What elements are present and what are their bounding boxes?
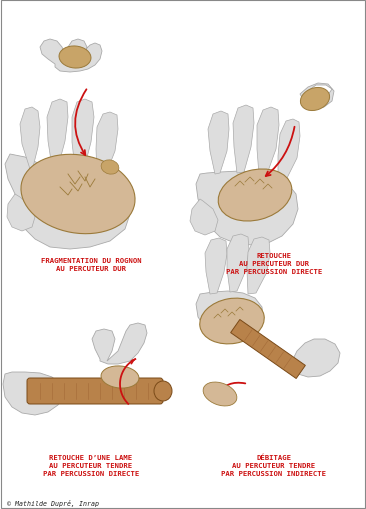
Polygon shape xyxy=(5,155,130,249)
Polygon shape xyxy=(7,194,35,232)
Polygon shape xyxy=(227,235,249,293)
Ellipse shape xyxy=(300,88,330,111)
Ellipse shape xyxy=(218,169,292,221)
Polygon shape xyxy=(3,372,63,415)
Ellipse shape xyxy=(59,47,91,69)
Polygon shape xyxy=(40,40,102,73)
Text: RETOUCHE D’UNE LAME
AU PERCUTEUR TENDRE
PAR PERCUSSION DIRECTE: RETOUCHE D’UNE LAME AU PERCUTEUR TENDRE … xyxy=(43,454,139,476)
Polygon shape xyxy=(190,200,218,236)
Polygon shape xyxy=(196,172,298,245)
Polygon shape xyxy=(247,238,270,294)
Polygon shape xyxy=(257,108,279,176)
Ellipse shape xyxy=(101,366,139,388)
Text: FRAGMENTATION DU ROGNON
AU PERCUTEUR DUR: FRAGMENTATION DU ROGNON AU PERCUTEUR DUR xyxy=(41,258,141,271)
Ellipse shape xyxy=(154,381,172,401)
Polygon shape xyxy=(47,100,68,167)
Text: RETOUCHE
AU PERCUTEUR DUR
PAR PERCUSSION DIRECTE: RETOUCHE AU PERCUTEUR DUR PAR PERCUSSION… xyxy=(226,252,322,274)
Ellipse shape xyxy=(21,155,135,234)
Polygon shape xyxy=(20,108,40,169)
FancyBboxPatch shape xyxy=(27,378,163,404)
Ellipse shape xyxy=(101,160,119,175)
Polygon shape xyxy=(231,320,305,379)
Polygon shape xyxy=(278,120,300,181)
Polygon shape xyxy=(290,340,340,377)
Text: DÉBITAGE
AU PERCUTEUR TENDRE
PAR PERCUSSION INDIRECTE: DÉBITAGE AU PERCUTEUR TENDRE PAR PERCUSS… xyxy=(221,454,326,476)
Polygon shape xyxy=(233,106,254,174)
Polygon shape xyxy=(300,84,334,110)
Polygon shape xyxy=(92,323,147,364)
Polygon shape xyxy=(72,100,94,169)
Polygon shape xyxy=(96,113,118,175)
Ellipse shape xyxy=(200,299,264,344)
Text: © Mathilde Dupré, Inrap: © Mathilde Dupré, Inrap xyxy=(7,499,99,506)
Polygon shape xyxy=(196,292,263,337)
Ellipse shape xyxy=(203,382,237,406)
Polygon shape xyxy=(205,239,227,294)
Polygon shape xyxy=(208,112,229,175)
